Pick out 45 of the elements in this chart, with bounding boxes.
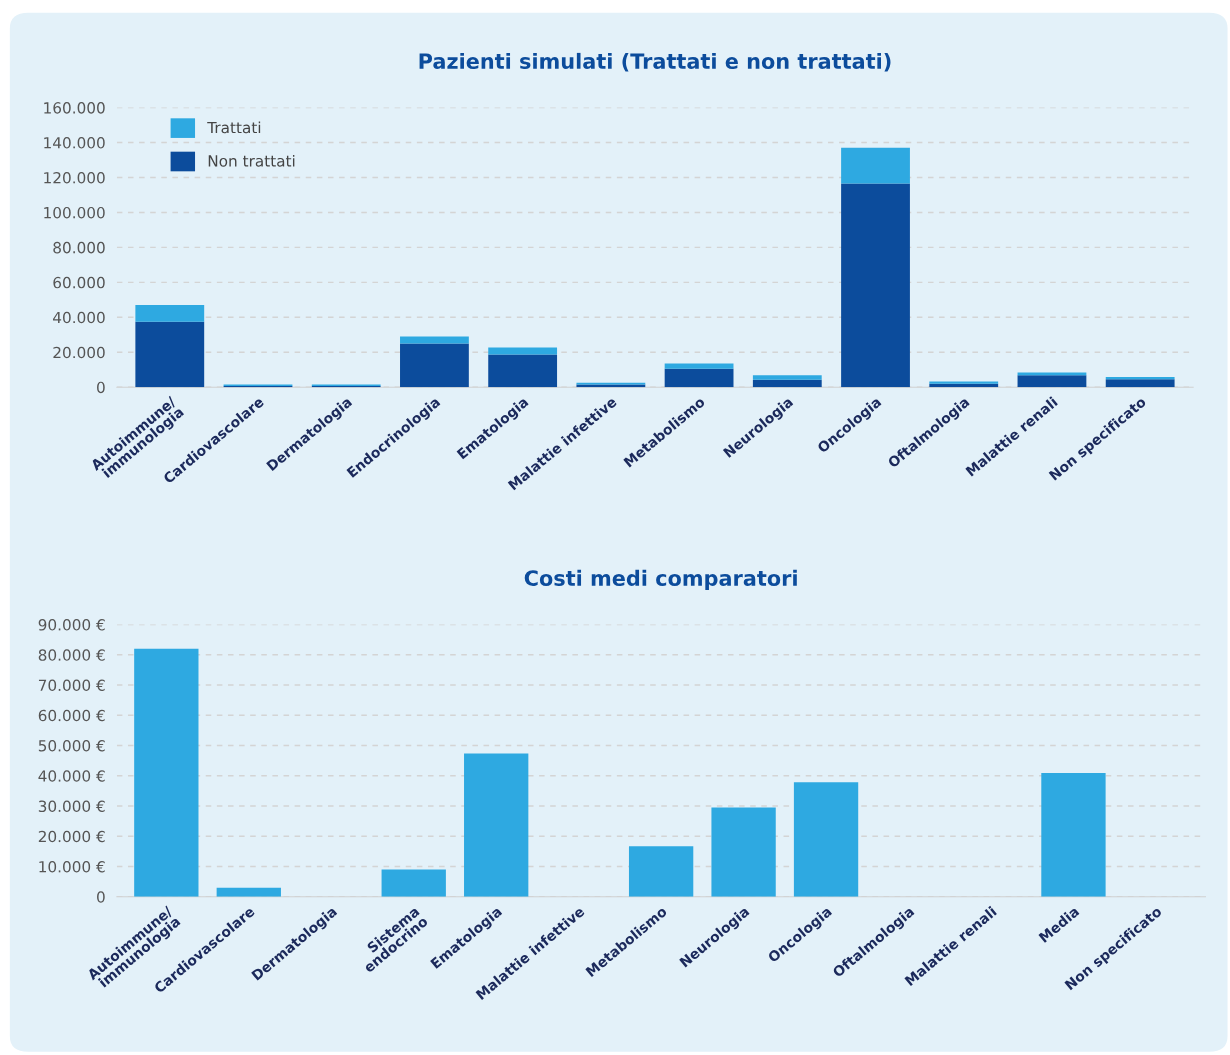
bar [488, 354, 558, 388]
y-tick-label: 0 [97, 891, 105, 903]
bar [841, 183, 910, 388]
bar [381, 869, 446, 897]
y-tick-label: 80.000 € [38, 649, 105, 661]
bar [488, 347, 558, 355]
bar [464, 753, 529, 897]
bar [135, 321, 205, 388]
y-tick-label: 120.000 [44, 171, 105, 184]
chart-title: Costi medi comparatori [524, 569, 797, 590]
y-tick-label: 30.000 € [38, 800, 105, 813]
y-tick-label: 80.000 [53, 241, 105, 254]
y-tick-label: 50.000 € [38, 740, 105, 752]
y-tick-label: 60.000 € [38, 709, 105, 722]
y-tick-label: 140.000 [44, 137, 105, 149]
y-tick-label: 90.000 € [38, 619, 105, 631]
y-tick-label: 160.000 [44, 102, 105, 114]
bar [711, 807, 776, 897]
bar [841, 147, 910, 184]
bar [752, 379, 822, 388]
chart-title: Pazienti simulati (Trattati e non trattati) [419, 52, 891, 72]
y-tick-label: 40.000 € [38, 770, 105, 782]
y-tick-label: 40.000 [53, 311, 105, 324]
bar [664, 368, 734, 388]
bar [664, 363, 734, 369]
y-tick-label: 20.000 € [38, 830, 105, 843]
bar [134, 648, 199, 897]
legend-label: Trattati [207, 121, 261, 134]
y-tick-label: 20.000 [53, 346, 105, 359]
bar [400, 343, 469, 388]
bar [1017, 375, 1087, 388]
bar [793, 782, 859, 897]
y-tick-label: 60.000 [53, 276, 105, 289]
y-tick-label: 10.000 € [39, 860, 105, 873]
bar [752, 375, 822, 380]
bar [1041, 773, 1106, 897]
y-tick-label: 100.000 [44, 206, 105, 219]
bar [1105, 379, 1175, 388]
bar [135, 305, 205, 322]
bar [628, 846, 694, 897]
y-tick-label: 70.000 € [38, 679, 105, 692]
bar [400, 336, 469, 344]
bar [929, 381, 999, 384]
y-tick-label: 0 [97, 381, 105, 394]
legend-label: Non trattati [208, 154, 295, 167]
